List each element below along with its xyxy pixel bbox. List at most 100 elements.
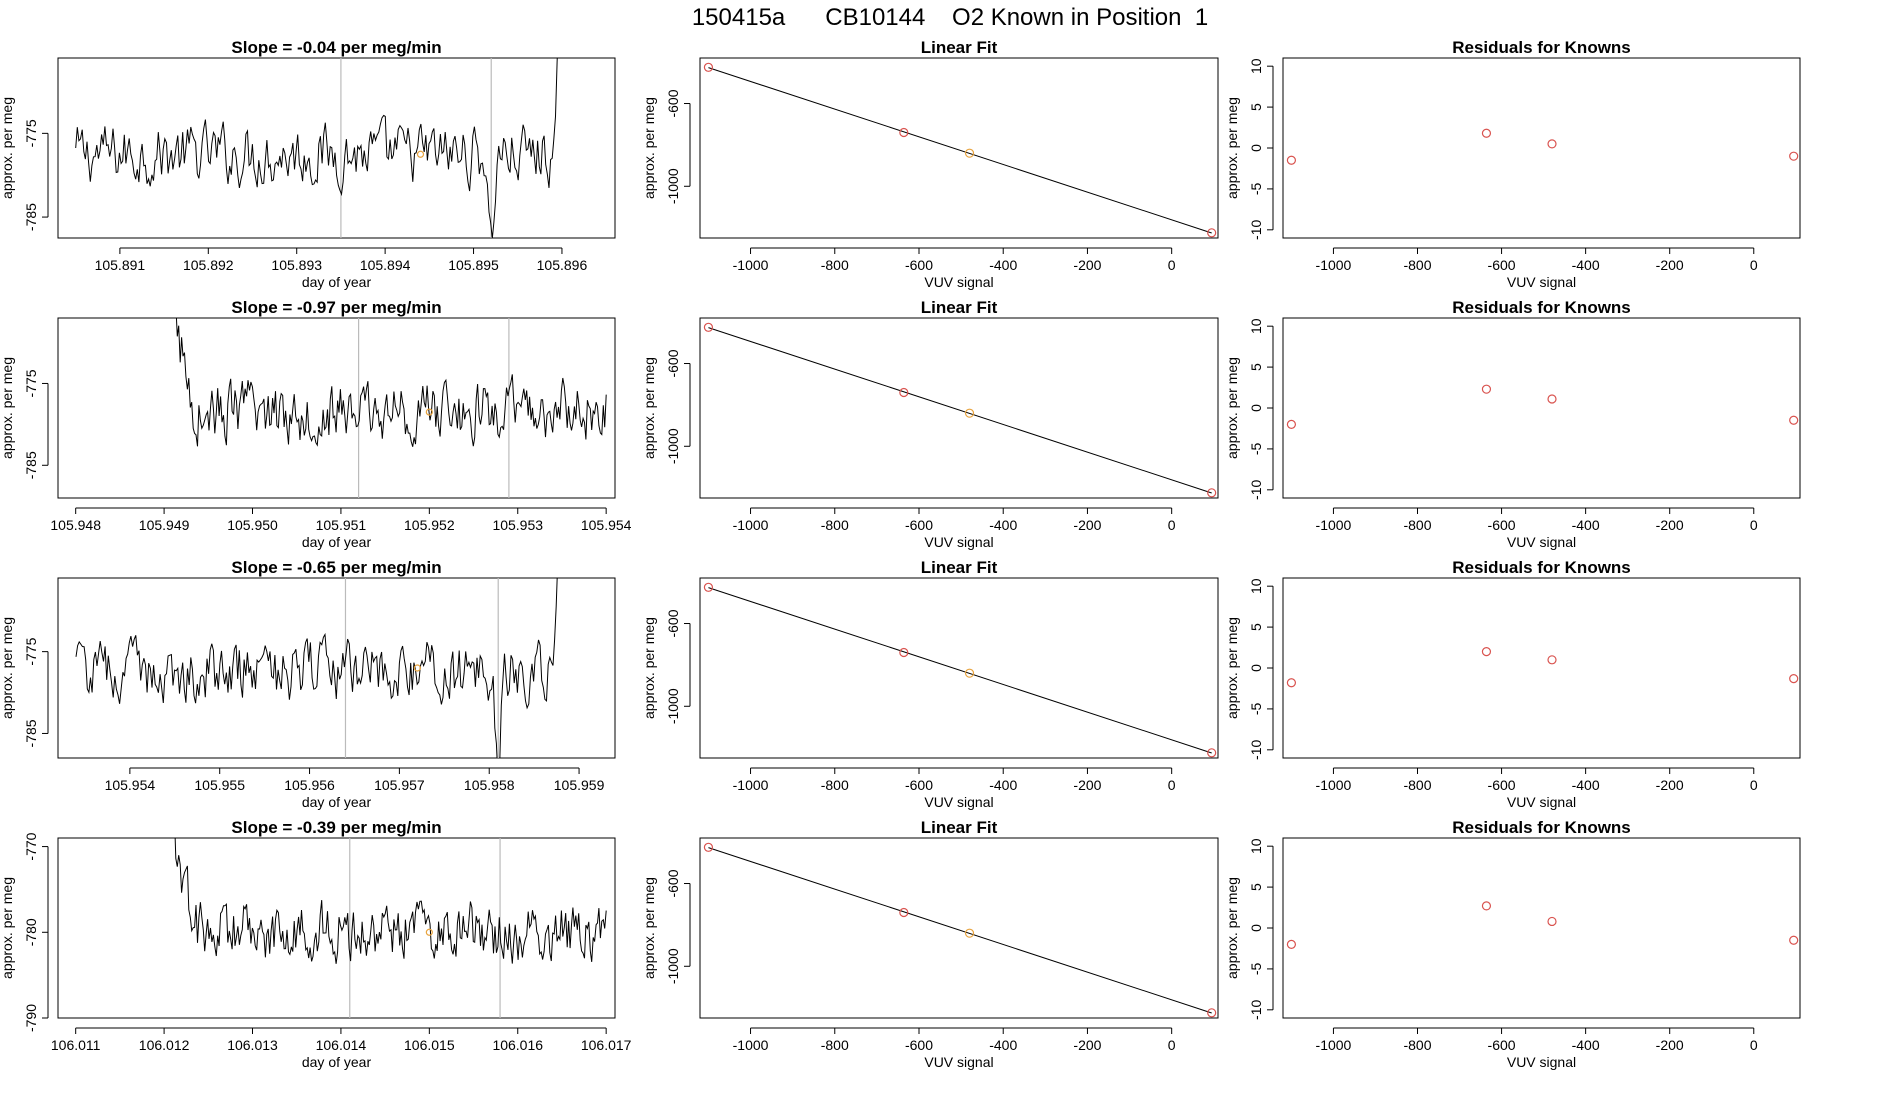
x-tick-label: 105.955	[194, 777, 245, 793]
x-tick-label: -1000	[733, 777, 769, 793]
x-tick-label: 105.958	[464, 777, 515, 793]
y-tick-label: -770	[23, 832, 39, 860]
x-tick-label: 0	[1168, 777, 1176, 793]
y-tick-label: -785	[23, 451, 39, 479]
chart-panel-11: Linear Fit -1000 -800 -600 -400 -200 0 VUV sign…	[641, 818, 1219, 1070]
x-tick-label: -600	[905, 257, 933, 273]
x-tick-label: -1000	[1316, 777, 1352, 793]
x-tick-label: -800	[821, 517, 849, 533]
plot-area	[703, 322, 1217, 498]
data-point	[1286, 678, 1297, 688]
plot-frame	[57, 57, 616, 239]
x-tick-label: 105.894	[360, 257, 411, 273]
fit-line	[708, 587, 1212, 754]
x-tick-label: -400	[989, 777, 1017, 793]
y-axis-label: approx. per meg	[641, 617, 657, 719]
plot-frame	[1282, 317, 1801, 499]
chart-panel-12: Residuals for Knowns-1000 -800 -600 -400 -20…	[1224, 818, 1801, 1070]
y-tick-label: 5	[1248, 883, 1264, 891]
x-axis-label: VUV signal	[1507, 794, 1576, 810]
x-tick-label: -200	[1656, 257, 1684, 273]
chart-panel-7: Slope = -0.65 per meg/min 105.954 105.955 1…	[0, 558, 616, 810]
known-point-marker	[416, 150, 425, 158]
x-tick-label: -400	[1572, 257, 1600, 273]
y-axis-label: approx. per meg	[0, 97, 15, 199]
panel-title: Residuals for Knowns	[1452, 558, 1631, 577]
y-axis-label: approx. per meg	[0, 357, 15, 459]
chart-panel-1: Slope = -0.04 per meg/min 105.891 105.892 1…	[0, 38, 616, 290]
data-point	[1481, 128, 1492, 138]
plot-area	[1286, 384, 1799, 429]
panel-title: Residuals for Knowns	[1452, 818, 1631, 837]
x-tick-label: -800	[821, 1037, 849, 1053]
x-tick-label: 0	[1168, 257, 1176, 273]
data-point	[964, 928, 975, 938]
data-point	[1547, 655, 1557, 665]
data-point	[1286, 419, 1297, 429]
x-axis-label: VUV signal	[924, 1054, 993, 1070]
y-axis-label: approx. per meg	[1224, 357, 1240, 459]
x-axis-label: VUV signal	[1507, 534, 1576, 550]
x-tick-label: -800	[1403, 777, 1431, 793]
chart-panel-5: Linear Fit -1000 -800 -600 -400 -200 0 VUV sign…	[641, 298, 1219, 550]
x-tick-label: 105.951	[316, 517, 367, 533]
y-tick-label: 0	[1248, 924, 1264, 932]
x-tick-label: -400	[989, 257, 1017, 273]
known-point-marker	[425, 928, 433, 936]
data-point	[1547, 394, 1557, 404]
y-tick-label: -1000	[665, 428, 681, 464]
y-tick-label: -5	[1248, 702, 1264, 715]
x-axis-label: day of year	[302, 1054, 372, 1070]
data-point	[703, 582, 714, 592]
data-point	[703, 62, 714, 72]
y-axis-label: approx. per meg	[0, 617, 15, 719]
y-tick-label: -5	[1248, 182, 1264, 195]
y-tick-label: 5	[1248, 103, 1264, 111]
data-point	[1789, 415, 1799, 425]
x-tick-label: -1000	[1316, 257, 1352, 273]
x-tick-label: 0	[1750, 777, 1758, 793]
x-tick-label: 0	[1168, 517, 1176, 533]
plot-area	[1286, 647, 1799, 688]
panel-title: Slope = -0.65 per meg/min	[231, 558, 441, 577]
x-tick-label: 0	[1750, 1037, 1758, 1053]
y-tick-label: -785	[23, 719, 39, 747]
x-tick-label: -600	[1488, 257, 1516, 273]
data-point	[1481, 384, 1492, 394]
x-tick-label: -200	[1656, 777, 1684, 793]
x-tick-label: -400	[1572, 777, 1600, 793]
y-tick-label: 10	[1248, 838, 1264, 854]
y-axis-label: approx. per meg	[1224, 877, 1240, 979]
data-point	[703, 842, 714, 852]
data-point	[1286, 155, 1297, 165]
y-tick-label: -10	[1248, 999, 1264, 1019]
fit-line	[708, 67, 1212, 234]
data-point	[1207, 748, 1217, 758]
panel-title: Linear Fit	[921, 558, 998, 577]
y-tick-label: 10	[1248, 58, 1264, 74]
y-tick-label: 5	[1248, 623, 1264, 631]
data-point	[1789, 151, 1799, 161]
x-tick-label: 106.014	[316, 1037, 367, 1053]
data-point	[1207, 228, 1217, 238]
data-point	[899, 127, 909, 138]
plot-area	[75, 578, 558, 758]
y-axis-label: approx. per meg	[641, 357, 657, 459]
chart-panel-2: Linear Fit -1000 -800 -600 -400 -200 0 VUV sign…	[641, 38, 1219, 290]
plot-frame	[699, 837, 1219, 1019]
x-tick-label: 106.015	[404, 1037, 455, 1053]
chart-panel-6: Residuals for Knowns-1000 -800 -600 -400 -20…	[1224, 298, 1801, 550]
x-tick-label: 105.959	[554, 777, 605, 793]
time-series-line	[175, 318, 607, 447]
x-tick-label: 105.892	[183, 257, 234, 273]
data-point	[964, 148, 975, 158]
x-axis-label: day of year	[302, 534, 372, 550]
plot-frame	[1282, 577, 1801, 759]
time-series-line	[174, 838, 607, 964]
x-tick-label: 0	[1750, 517, 1758, 533]
plot-frame	[57, 317, 616, 499]
x-tick-label: -600	[905, 517, 933, 533]
plot-frame	[1282, 57, 1801, 239]
time-series-line	[75, 578, 558, 758]
